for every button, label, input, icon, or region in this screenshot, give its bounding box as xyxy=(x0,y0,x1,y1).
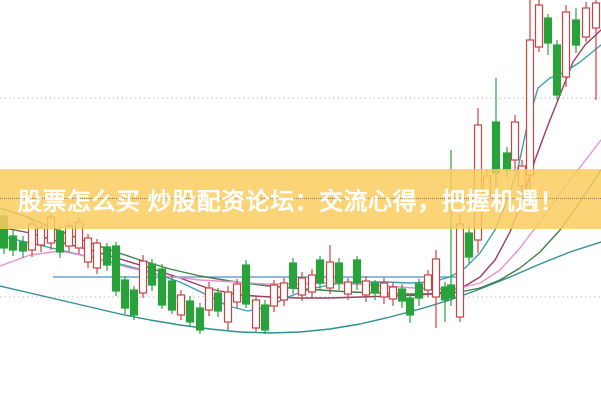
candle-down xyxy=(288,262,298,289)
promo-banner-title: 股票怎么买 炒股配资论坛：交流心得，把握机遇！ xyxy=(18,188,565,216)
candle-down xyxy=(571,19,581,46)
candle-up xyxy=(251,299,261,329)
candle-up xyxy=(269,284,279,307)
candle-down xyxy=(397,288,407,302)
candle-up xyxy=(279,282,289,301)
candle-down xyxy=(315,259,325,284)
candle-up xyxy=(455,223,465,318)
candle-down xyxy=(352,259,362,284)
candle-up xyxy=(525,39,535,176)
candle-down xyxy=(120,279,130,309)
candle-up xyxy=(297,277,307,296)
candle-down xyxy=(370,282,380,294)
candle-down xyxy=(241,264,251,305)
candle-up xyxy=(361,280,371,296)
candle-up xyxy=(92,242,102,269)
ma-slow-teal xyxy=(0,241,601,334)
candle-up xyxy=(138,260,148,294)
candle-up xyxy=(204,287,214,311)
candle-up xyxy=(83,237,93,263)
promo-banner: 股票怎么买 炒股配资论坛：交流心得，把握机遇！ xyxy=(0,169,601,229)
candle-down xyxy=(502,152,512,171)
candle-up xyxy=(36,227,46,246)
candle-up xyxy=(581,7,591,38)
candle-down xyxy=(464,232,474,258)
candle-down xyxy=(543,17,553,44)
candle-up xyxy=(510,121,520,161)
candle-up xyxy=(534,4,544,48)
candle-up xyxy=(431,258,441,298)
candle-down xyxy=(167,280,177,311)
candle-down xyxy=(18,241,28,252)
candle-up xyxy=(325,261,335,289)
candle-up xyxy=(379,282,389,298)
candle-up xyxy=(64,225,74,247)
candle-down xyxy=(157,268,167,306)
candle-down xyxy=(147,263,157,286)
candle-up xyxy=(591,2,601,29)
grid-line-overlay xyxy=(0,198,601,199)
candle-down xyxy=(111,245,121,292)
candle-up xyxy=(388,286,398,300)
candle-down xyxy=(129,289,139,316)
candle-up xyxy=(343,281,353,295)
candle-down xyxy=(414,283,424,299)
candle-up xyxy=(307,274,317,293)
candle-down xyxy=(213,292,223,312)
candle-up xyxy=(423,274,433,291)
candle-down xyxy=(260,304,270,331)
candle-down xyxy=(55,230,65,253)
candle-up xyxy=(232,283,242,303)
candle-up xyxy=(223,291,233,323)
candle-up xyxy=(176,294,186,316)
candle-down xyxy=(102,246,112,266)
candle-down xyxy=(405,297,415,316)
candle-down xyxy=(185,300,195,323)
candle-down xyxy=(446,284,456,299)
candle-down xyxy=(195,307,205,331)
candle-down xyxy=(334,262,344,284)
candle-up xyxy=(561,11,571,78)
candle-down xyxy=(491,121,501,174)
candle-down xyxy=(8,235,18,251)
candle-down xyxy=(552,44,562,96)
